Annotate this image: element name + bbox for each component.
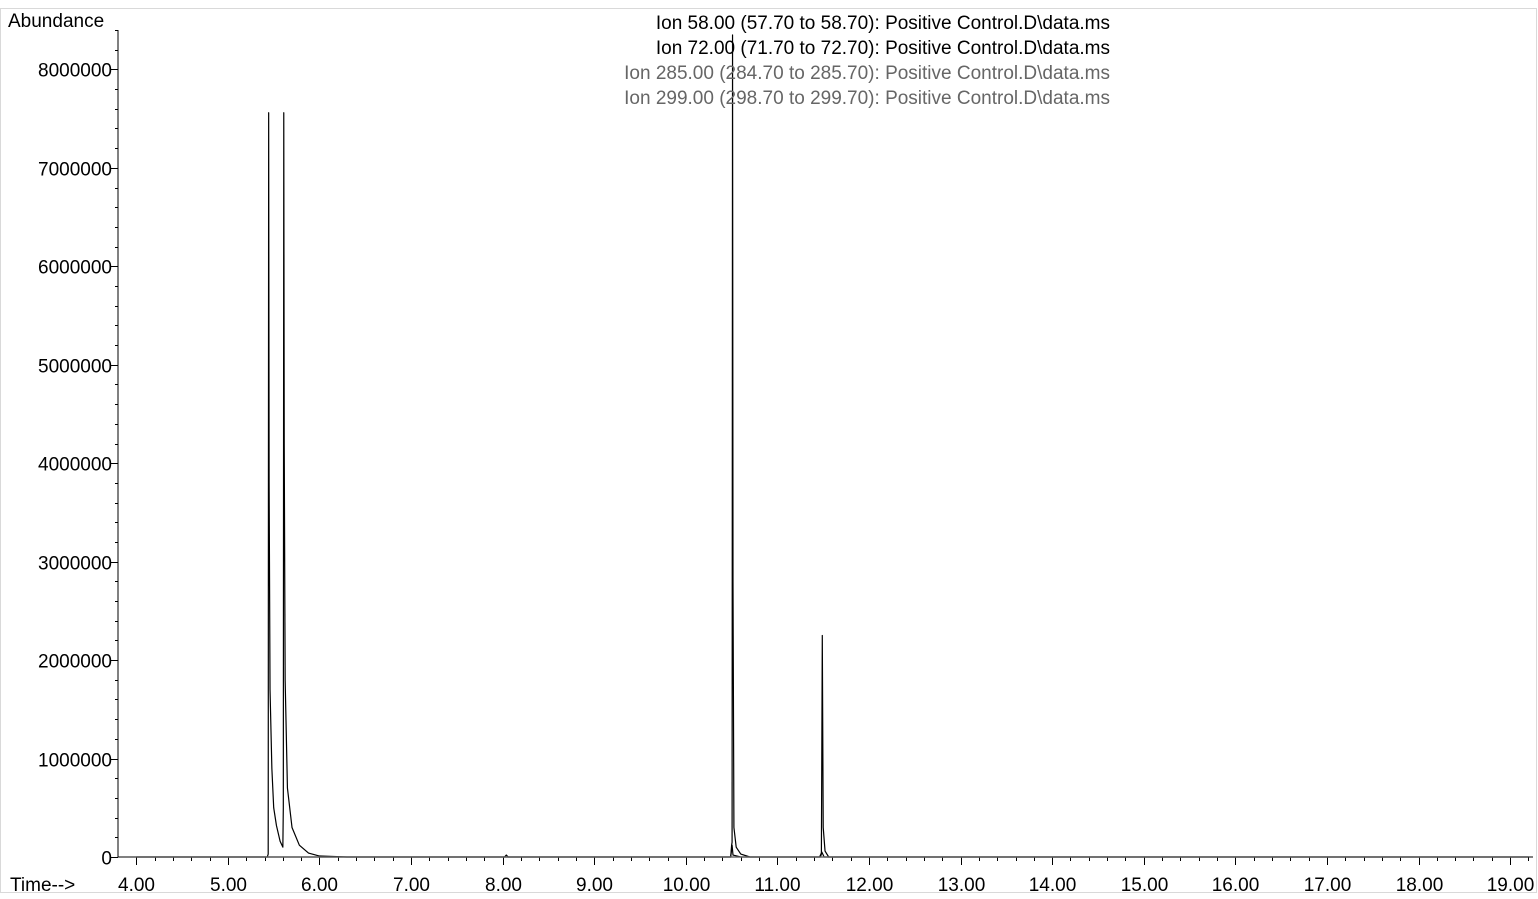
x-tick-label: 16.00 xyxy=(1212,875,1260,894)
chart-border xyxy=(0,8,1537,893)
x-tick-label: 5.00 xyxy=(210,875,247,894)
x-tick-label: 15.00 xyxy=(1121,875,1169,894)
x-tick-label: 19.00 xyxy=(1487,875,1535,894)
x-tick-label: 12.00 xyxy=(846,875,894,894)
x-tick-label: 11.00 xyxy=(754,875,800,894)
y-axis-label: Abundance xyxy=(8,11,104,32)
x-tick-label: 14.00 xyxy=(1029,875,1077,894)
x-tick-label: 4.00 xyxy=(118,875,155,894)
y-tick-label: 1000000 xyxy=(38,751,112,772)
x-tick-label: 8.00 xyxy=(485,875,522,894)
legend-entry: Ion 285.00 (284.70 to 285.70): Positive … xyxy=(624,63,1110,84)
x-axis-label: Time--> xyxy=(10,875,75,894)
y-tick-label: 0 xyxy=(101,849,112,870)
y-tick-label: 7000000 xyxy=(38,160,112,181)
x-tick-label: 17.00 xyxy=(1304,875,1352,894)
x-tick-label: 10.00 xyxy=(663,875,711,894)
x-tick-label: 9.00 xyxy=(576,875,613,894)
y-tick-label: 2000000 xyxy=(38,652,112,673)
x-tick-label: 7.00 xyxy=(393,875,430,894)
y-tick-label: 8000000 xyxy=(38,61,112,82)
x-tick-label: 6.00 xyxy=(301,875,338,894)
legend-entry: Ion 58.00 (57.70 to 58.70): Positive Con… xyxy=(656,13,1110,34)
x-tick-label: 18.00 xyxy=(1396,875,1444,894)
legend-entry: Ion 299.00 (298.70 to 299.70): Positive … xyxy=(624,88,1110,109)
y-tick-label: 3000000 xyxy=(38,554,112,575)
y-tick-label: 5000000 xyxy=(38,357,112,378)
y-tick-label: 6000000 xyxy=(38,258,112,279)
x-tick-label: 13.00 xyxy=(938,875,986,894)
legend-entry: Ion 72.00 (71.70 to 72.70): Positive Con… xyxy=(656,38,1110,59)
y-tick-label: 4000000 xyxy=(38,455,112,476)
